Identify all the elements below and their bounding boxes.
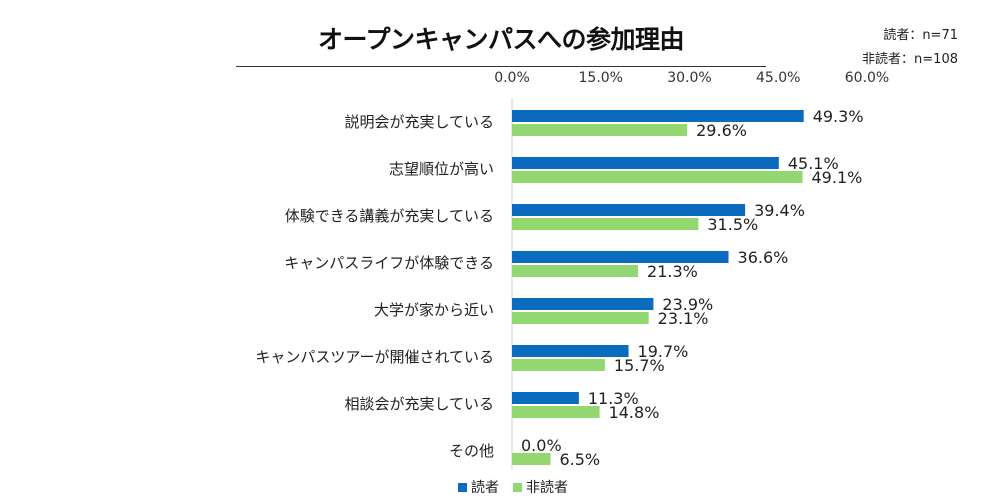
data-label-readers: 36.6% xyxy=(738,248,789,267)
data-label-readers: 0.0% xyxy=(521,436,562,455)
x-tick-label: 60.0% xyxy=(845,70,889,86)
chart-legend: 読者 非読者 xyxy=(458,477,568,497)
x-tick-label: 30.0% xyxy=(667,70,711,86)
bar-readers xyxy=(512,110,804,122)
readers-sample-size: 読者：n=71 xyxy=(883,28,958,43)
bar-non-readers xyxy=(512,453,551,465)
category-label: キャンパスツアーが開催されている xyxy=(255,348,494,366)
category-label: 志望順位が高い xyxy=(389,160,494,178)
legend-label-readers: 読者 xyxy=(471,480,499,496)
data-label-readers: 23.9% xyxy=(662,295,713,314)
bar-non-readers xyxy=(512,406,600,418)
data-label-non-readers: 14.8% xyxy=(609,403,660,422)
bar-readers xyxy=(512,157,779,169)
data-label-non-readers: 21.3% xyxy=(647,262,698,281)
data-label-readers: 19.7% xyxy=(638,342,689,361)
category-label: 体験できる講義が充実している xyxy=(285,207,494,225)
bar-non-readers xyxy=(512,359,605,371)
chart-title: オープンキャンパスへの参加理由 xyxy=(317,25,685,54)
bar-non-readers xyxy=(512,124,688,136)
data-label-non-readers: 6.5% xyxy=(559,450,600,469)
bar-readers xyxy=(512,392,579,404)
data-label-non-readers: 31.5% xyxy=(707,215,758,234)
bar-readers xyxy=(512,204,746,216)
data-label-non-readers: 23.1% xyxy=(658,309,709,328)
legend-label-non-readers: 非読者 xyxy=(526,480,568,496)
data-label-readers: 11.3% xyxy=(588,389,639,408)
bar-readers xyxy=(512,298,654,310)
category-label: 説明会が充実している xyxy=(344,113,494,131)
data-label-non-readers: 29.6% xyxy=(696,121,747,140)
non-readers-sample-size: 非読者：n=108 xyxy=(862,52,958,67)
data-label-readers: 49.3% xyxy=(813,107,864,126)
bar-readers xyxy=(512,251,729,263)
x-tick-label: 0.0% xyxy=(494,70,530,86)
x-tick-label: 15.0% xyxy=(579,70,623,86)
category-label: 相談会が充実している xyxy=(344,395,494,413)
title-underline xyxy=(236,66,766,67)
data-label-readers: 39.4% xyxy=(754,201,805,220)
bar-non-readers xyxy=(512,312,649,324)
legend-swatch-non-readers xyxy=(513,482,522,492)
data-label-readers: 45.1% xyxy=(788,154,839,173)
data-label-non-readers: 49.1% xyxy=(812,168,863,187)
category-label: 大学が家から近い xyxy=(374,301,494,319)
bar-readers xyxy=(512,345,629,357)
legend-item-readers: 読者 xyxy=(458,477,499,497)
bar-non-readers xyxy=(512,171,803,183)
bar-non-readers xyxy=(512,218,699,230)
x-tick-label: 45.0% xyxy=(756,70,800,86)
category-label: キャンパスライフが体験できる xyxy=(284,254,494,272)
bar-non-readers xyxy=(512,265,639,277)
legend-item-non-readers: 非読者 xyxy=(513,477,568,497)
data-label-non-readers: 15.7% xyxy=(614,356,665,375)
legend-swatch-readers xyxy=(458,482,467,492)
category-label: その他 xyxy=(449,442,494,460)
